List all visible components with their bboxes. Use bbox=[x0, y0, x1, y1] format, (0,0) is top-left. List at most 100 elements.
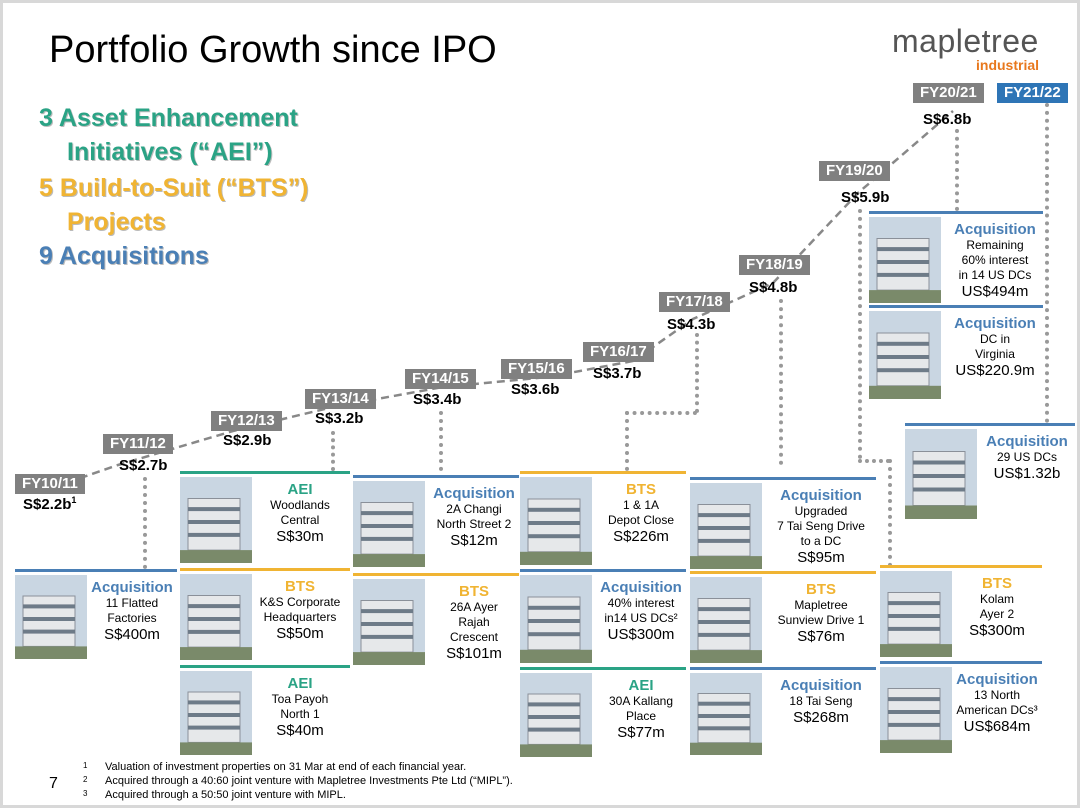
project-card: BTS 26A Ayer Rajah Crescent S$101m bbox=[353, 573, 519, 665]
legend-aei: 3 Asset Enhancement Initiatives (“AEI”) bbox=[39, 104, 298, 166]
card-description: to a DC bbox=[800, 534, 842, 548]
connector-line bbox=[625, 411, 629, 471]
project-card: BTS Kolam Ayer 2 S$300m bbox=[880, 565, 1042, 657]
card-type: AEI bbox=[287, 481, 313, 498]
card-description: Mapletree bbox=[794, 598, 848, 612]
card-type: AEI bbox=[628, 677, 654, 694]
fy-value: S$4.8b bbox=[749, 279, 798, 296]
card-amount: US$300m bbox=[607, 626, 675, 643]
card-description: Ayer 2 bbox=[979, 607, 1015, 621]
card-amount: S$30m bbox=[276, 528, 324, 545]
card-amount: S$300m bbox=[969, 622, 1025, 639]
card-accent-bar bbox=[869, 305, 1043, 308]
building-photo bbox=[353, 481, 425, 567]
fy-label: FY18/19 bbox=[739, 255, 810, 275]
fy-value: S$2.7b bbox=[119, 457, 168, 474]
card-amount: US$1.32b bbox=[993, 465, 1061, 482]
page-number: 7 bbox=[49, 775, 58, 792]
card-description: in 14 US DCs bbox=[958, 268, 1032, 282]
logo: mapletree bbox=[892, 23, 1039, 59]
fy-value: S$3.2b bbox=[315, 410, 364, 427]
card-description: Rajah bbox=[458, 615, 490, 629]
project-card: Acquisition 29 US DCs US$1.32b bbox=[905, 423, 1075, 519]
card-description: Virginia bbox=[975, 347, 1015, 361]
building-photo bbox=[353, 579, 425, 665]
card-accent-bar bbox=[15, 569, 177, 572]
data-centre-photo bbox=[905, 429, 977, 519]
card-description: 1 & 1A bbox=[622, 498, 660, 512]
card-description: Place bbox=[625, 709, 657, 723]
card-accent-bar bbox=[180, 471, 350, 474]
connector-line bbox=[888, 459, 892, 567]
data-centre-photo bbox=[869, 217, 941, 303]
card-text: Acquisition 29 US DCs US$1.32b bbox=[979, 433, 1075, 483]
card-amount: S$268m bbox=[793, 709, 849, 726]
connector-line bbox=[955, 129, 959, 211]
project-card: BTS Mapletree Sunview Drive 1 S$76m bbox=[690, 571, 876, 663]
project-card: Acquisition Upgraded 7 Tai Seng Drive to a … bbox=[690, 477, 876, 569]
card-text: Acquisition 18 Tai Seng S$268m bbox=[766, 677, 876, 727]
card-amount: S$101m bbox=[446, 645, 502, 662]
card-description: 7 Tai Seng Drive bbox=[777, 519, 865, 533]
legend-bts: 5 Build-to-Suit (“BTS”) Projects bbox=[39, 174, 309, 236]
card-text: AEI 30A Kallang Place S$77m bbox=[596, 677, 686, 742]
card-amount: S$400m bbox=[104, 626, 160, 643]
card-text: AEI Woodlands Central S$30m bbox=[250, 481, 350, 546]
card-type: AEI bbox=[287, 675, 313, 692]
card-type: BTS bbox=[806, 581, 836, 598]
card-accent-bar bbox=[520, 471, 686, 474]
card-text: BTS 1 & 1A Depot Close S$226m bbox=[596, 481, 686, 546]
card-description: 60% interest bbox=[961, 253, 1029, 267]
card-accent-bar bbox=[880, 565, 1042, 568]
card-accent-bar bbox=[869, 211, 1043, 214]
building-photo bbox=[880, 571, 952, 657]
connector-line bbox=[779, 299, 783, 465]
card-text: BTS Mapletree Sunview Drive 1 S$76m bbox=[766, 581, 876, 646]
fy-value: S$2.2b1 bbox=[23, 495, 77, 513]
building-photo bbox=[690, 673, 762, 755]
building-photo bbox=[690, 577, 762, 663]
building-photo bbox=[520, 477, 592, 565]
fy-label: FY20/21 bbox=[913, 83, 984, 103]
connector-line bbox=[625, 411, 697, 415]
card-accent-bar bbox=[353, 475, 519, 478]
card-description: North 1 bbox=[280, 707, 320, 721]
fy-label: FY17/18 bbox=[659, 292, 730, 312]
card-accent-bar bbox=[690, 571, 876, 574]
fy-label: FY15/16 bbox=[501, 359, 572, 379]
project-card: Acquisition Remaining 60% interest in 14 US… bbox=[869, 211, 1043, 303]
card-type: Acquisition bbox=[91, 579, 173, 596]
card-type: Acquisition bbox=[954, 315, 1036, 332]
fy-label: FY21/22 bbox=[997, 83, 1068, 103]
fy-label: FY12/13 bbox=[211, 411, 282, 431]
card-amount: US$494m bbox=[961, 283, 1029, 300]
card-accent-bar bbox=[353, 573, 519, 576]
card-description: 2A Changi bbox=[446, 502, 502, 516]
card-amount: S$40m bbox=[276, 722, 324, 739]
fy-value: S$3.6b bbox=[511, 381, 560, 398]
card-description: 11 Flatted bbox=[105, 596, 159, 610]
data-centre-photo bbox=[690, 483, 762, 569]
growth-dashed-line bbox=[42, 110, 954, 493]
card-text: Acquisition DC in Virginia US$220.9m bbox=[947, 315, 1043, 380]
card-description: Woodlands bbox=[270, 498, 330, 512]
card-description: 40% interest bbox=[607, 596, 675, 610]
card-description: K&S Corporate bbox=[259, 595, 341, 609]
card-description: 29 US DCs bbox=[996, 450, 1058, 464]
card-description: Headquarters bbox=[263, 610, 337, 624]
fy-value: S$3.4b bbox=[413, 391, 462, 408]
card-description: Depot Close bbox=[607, 513, 675, 527]
card-amount: US$220.9m bbox=[955, 362, 1035, 379]
card-type: BTS bbox=[982, 575, 1012, 592]
card-description: Toa Payoh bbox=[271, 692, 329, 706]
data-centre-photo bbox=[520, 575, 592, 663]
card-text: BTS K&S Corporate Headquarters S$50m bbox=[250, 578, 350, 643]
card-type: Acquisition bbox=[433, 485, 515, 502]
project-card: BTS K&S Corporate Headquarters S$50m bbox=[180, 568, 350, 660]
card-description: American DCs³ bbox=[956, 703, 1038, 717]
card-accent-bar bbox=[905, 423, 1075, 426]
fy-label: FY13/14 bbox=[305, 389, 376, 409]
card-amount: S$95m bbox=[797, 549, 845, 566]
project-card: Acquisition DC in Virginia US$220.9m bbox=[869, 305, 1043, 399]
card-amount: US$684m bbox=[963, 718, 1031, 735]
